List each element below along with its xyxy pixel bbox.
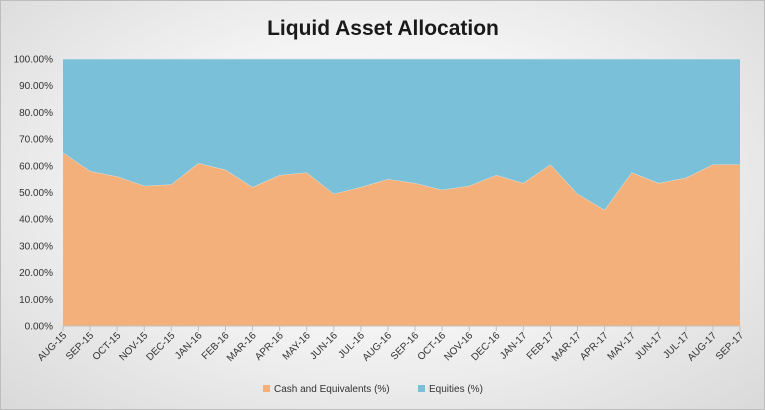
legend-swatch <box>263 385 270 392</box>
y-tick-label: 10.00% <box>19 295 53 306</box>
y-tick-label: 100.00% <box>14 55 54 66</box>
x-tick-label: SEP-15 <box>64 330 96 362</box>
x-tick-label: SEP-16 <box>389 330 421 362</box>
x-tick-label: DEC-15 <box>145 330 178 363</box>
x-tick-label: JUN-16 <box>308 330 340 362</box>
plot-areas <box>62 58 740 326</box>
chart-title: Liquid Asset Allocation <box>267 17 499 40</box>
legend-label: Equities (%) <box>429 384 483 395</box>
x-tick-label: AUG-17 <box>686 330 720 364</box>
x-tick-label: MAY-17 <box>606 330 638 362</box>
x-tick-label: MAR-16 <box>225 330 259 364</box>
x-tick-label: MAY-16 <box>281 330 313 362</box>
x-tick-label: AUG-16 <box>361 330 395 364</box>
x-tick-label: JAN-17 <box>498 330 530 362</box>
legend-swatch <box>418 385 425 392</box>
y-tick-label: 40.00% <box>19 215 53 226</box>
x-tick-label: NOV-15 <box>117 330 150 363</box>
x-tick-label: AUG-15 <box>36 330 70 364</box>
x-tick-label: NOV-16 <box>442 330 475 363</box>
y-tick-label: 60.00% <box>19 161 53 172</box>
legend-label: Cash and Equivalents (%) <box>274 384 390 395</box>
series-area-cash-and-equivalents <box>63 152 740 326</box>
x-tick-label: APR-17 <box>578 330 611 363</box>
x-tick-label: JUN-17 <box>633 330 665 362</box>
legend: Cash and Equivalents (%) Equities (%) <box>263 384 483 395</box>
y-tick-label: 20.00% <box>19 268 53 279</box>
x-tick-label: MAR-17 <box>550 330 584 364</box>
x-tick-label: JAN-16 <box>173 330 205 362</box>
y-tick-label: 80.00% <box>19 108 53 119</box>
y-tick-label: 30.00% <box>19 241 53 252</box>
y-tick-label: 0.00% <box>25 322 53 333</box>
x-tick-label: APR-16 <box>253 330 286 363</box>
x-tick-label: SEP-17 <box>714 330 746 362</box>
y-tick-label: 70.00% <box>19 135 53 146</box>
y-tick-label: 90.00% <box>19 81 53 92</box>
y-tick-label: 50.00% <box>19 188 53 199</box>
x-tick-label: DEC-16 <box>469 330 502 363</box>
series-area-equities <box>63 59 740 210</box>
